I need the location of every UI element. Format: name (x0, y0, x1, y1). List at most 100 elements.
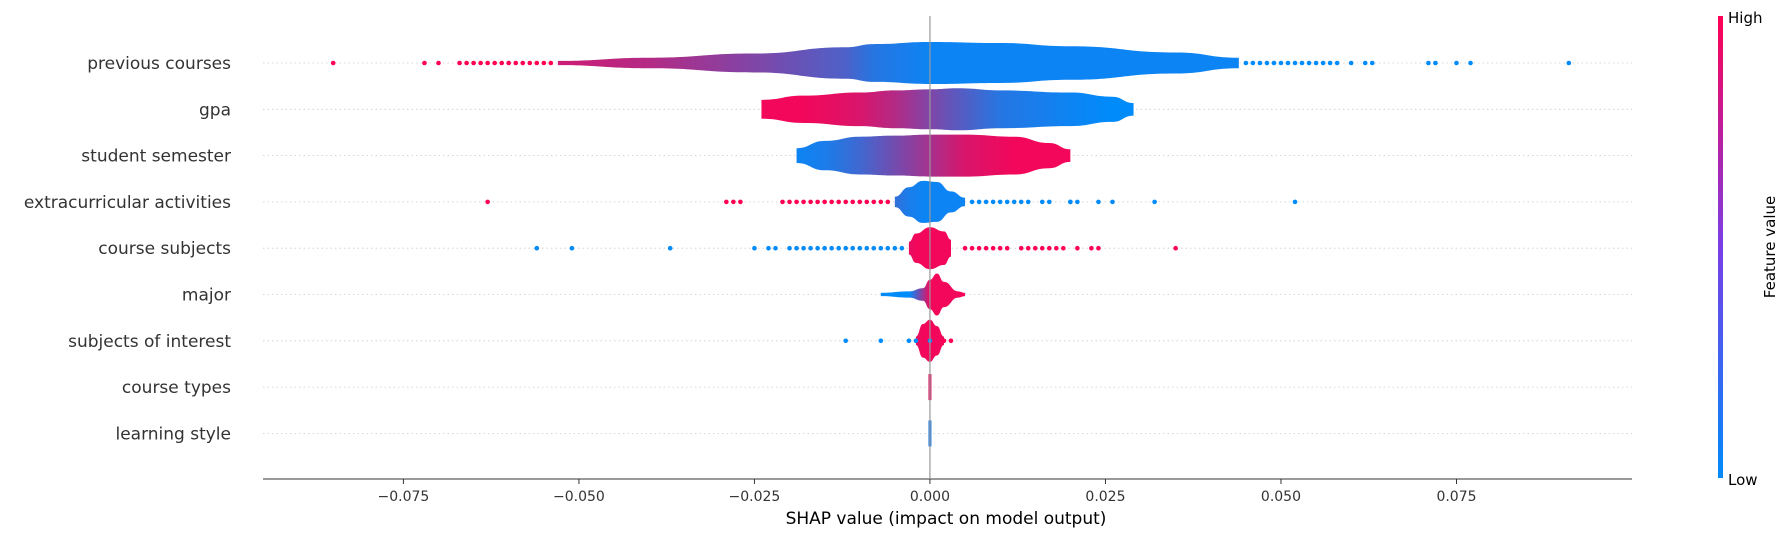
colorbar-title: Feature value (1761, 196, 1779, 298)
outlier-point (738, 199, 743, 205)
outlier-point (822, 199, 827, 205)
outlier-point (1061, 245, 1066, 251)
outlier-point (1039, 245, 1045, 251)
outlier-point (569, 245, 575, 251)
outlier-point (1046, 199, 1052, 205)
outlier-point (1257, 60, 1263, 66)
outlier-point (1025, 245, 1031, 251)
outlier-point (724, 199, 729, 205)
outlier-point (1264, 60, 1270, 66)
outlier-point (1032, 245, 1038, 251)
outlier-point (1054, 245, 1059, 251)
feature-label: student semester (81, 147, 231, 167)
outlier-point (829, 199, 834, 205)
outlier-point (878, 199, 884, 205)
feature-label: previous courses (87, 54, 231, 74)
outlier-point (983, 199, 989, 205)
outlier-point (1271, 60, 1277, 66)
violin-layer (557, 42, 1239, 447)
feature-label: subjects of interest (68, 332, 231, 352)
outlier-point (864, 199, 870, 205)
outlier-point (941, 338, 947, 344)
outlier-point (843, 245, 849, 251)
outlier-point (871, 245, 877, 251)
outlier-point (1292, 199, 1298, 205)
outlier-point (801, 245, 806, 251)
outlier-point (878, 245, 884, 251)
outlier-point (906, 338, 912, 344)
outlier-point (752, 245, 757, 251)
outlier-point (485, 199, 490, 205)
outlier-point (997, 245, 1003, 251)
outlier-point (1068, 199, 1073, 205)
outlier-point (843, 338, 849, 344)
outlier-point (464, 60, 469, 66)
feature-violin (557, 42, 1239, 84)
outlier-point (822, 245, 827, 251)
outlier-point (808, 199, 813, 205)
feature-label: gpa (199, 100, 231, 120)
outlier-point (983, 245, 989, 251)
colorbar-low-label: Low (1728, 471, 1758, 489)
outlier-point (1075, 245, 1080, 251)
outlier-point (990, 245, 996, 251)
outlier-point (534, 245, 540, 251)
x-tick-label: 0.025 (1085, 489, 1125, 505)
outlier-point (1369, 60, 1375, 66)
outlier-point (836, 245, 841, 251)
outlier-point (1096, 245, 1101, 251)
outlier-point (801, 199, 806, 205)
outlier-point (1566, 60, 1572, 66)
outlier-point (471, 60, 476, 66)
outlier-point (850, 199, 856, 205)
outlier-point (1025, 199, 1031, 205)
outlier-point (1039, 199, 1045, 205)
outlier-point (1243, 60, 1249, 66)
feature-label: extracurricular activities (24, 193, 231, 213)
x-tick-label: 0.000 (910, 489, 950, 505)
outlier-point (1348, 60, 1354, 66)
outlier-point (436, 60, 441, 66)
outlier-point (829, 245, 834, 251)
outlier-point (871, 199, 877, 205)
outlier-point (667, 245, 673, 251)
outlier-point (843, 199, 849, 205)
outlier-point (976, 245, 982, 251)
outlier-point (780, 199, 785, 205)
outlier-point (885, 199, 891, 205)
outlier-point (541, 60, 547, 66)
outlier-point (857, 199, 863, 205)
outlier-point (1250, 60, 1256, 66)
outlier-point (787, 245, 792, 251)
outlier-point (969, 245, 975, 251)
outlier-point (527, 60, 533, 66)
outlier-point (1075, 199, 1080, 205)
x-tick-label: −0.050 (553, 489, 605, 505)
outlier-point (1110, 199, 1115, 205)
outlier-point (766, 245, 771, 251)
outlier-point (499, 60, 504, 66)
outlier-point (1362, 60, 1368, 66)
outlier-point (548, 60, 554, 66)
outlier-point (1299, 60, 1305, 66)
outlier-point (948, 338, 954, 344)
outlier-point (976, 199, 982, 205)
outlier-point (1468, 60, 1473, 66)
outlier-point (1320, 60, 1326, 66)
outlier-point (1278, 60, 1284, 66)
outlier-point (1011, 199, 1017, 205)
outlier-point (815, 245, 820, 251)
x-tick-label: 0.075 (1436, 489, 1476, 505)
outlier-point (773, 245, 778, 251)
outlier-point (485, 60, 490, 66)
x-axis-label: SHAP value (impact on model output) (786, 509, 1107, 529)
outlier-point (1313, 60, 1319, 66)
outlier-point (1096, 199, 1101, 205)
outlier-point (962, 245, 968, 251)
feature-labels: previous courses gpa student semester extra… (24, 54, 231, 444)
outlier-point (492, 60, 497, 66)
feature-violin (761, 88, 1134, 131)
outlier-point (997, 199, 1003, 205)
outlier-point (534, 60, 540, 66)
outlier-point (885, 245, 891, 251)
